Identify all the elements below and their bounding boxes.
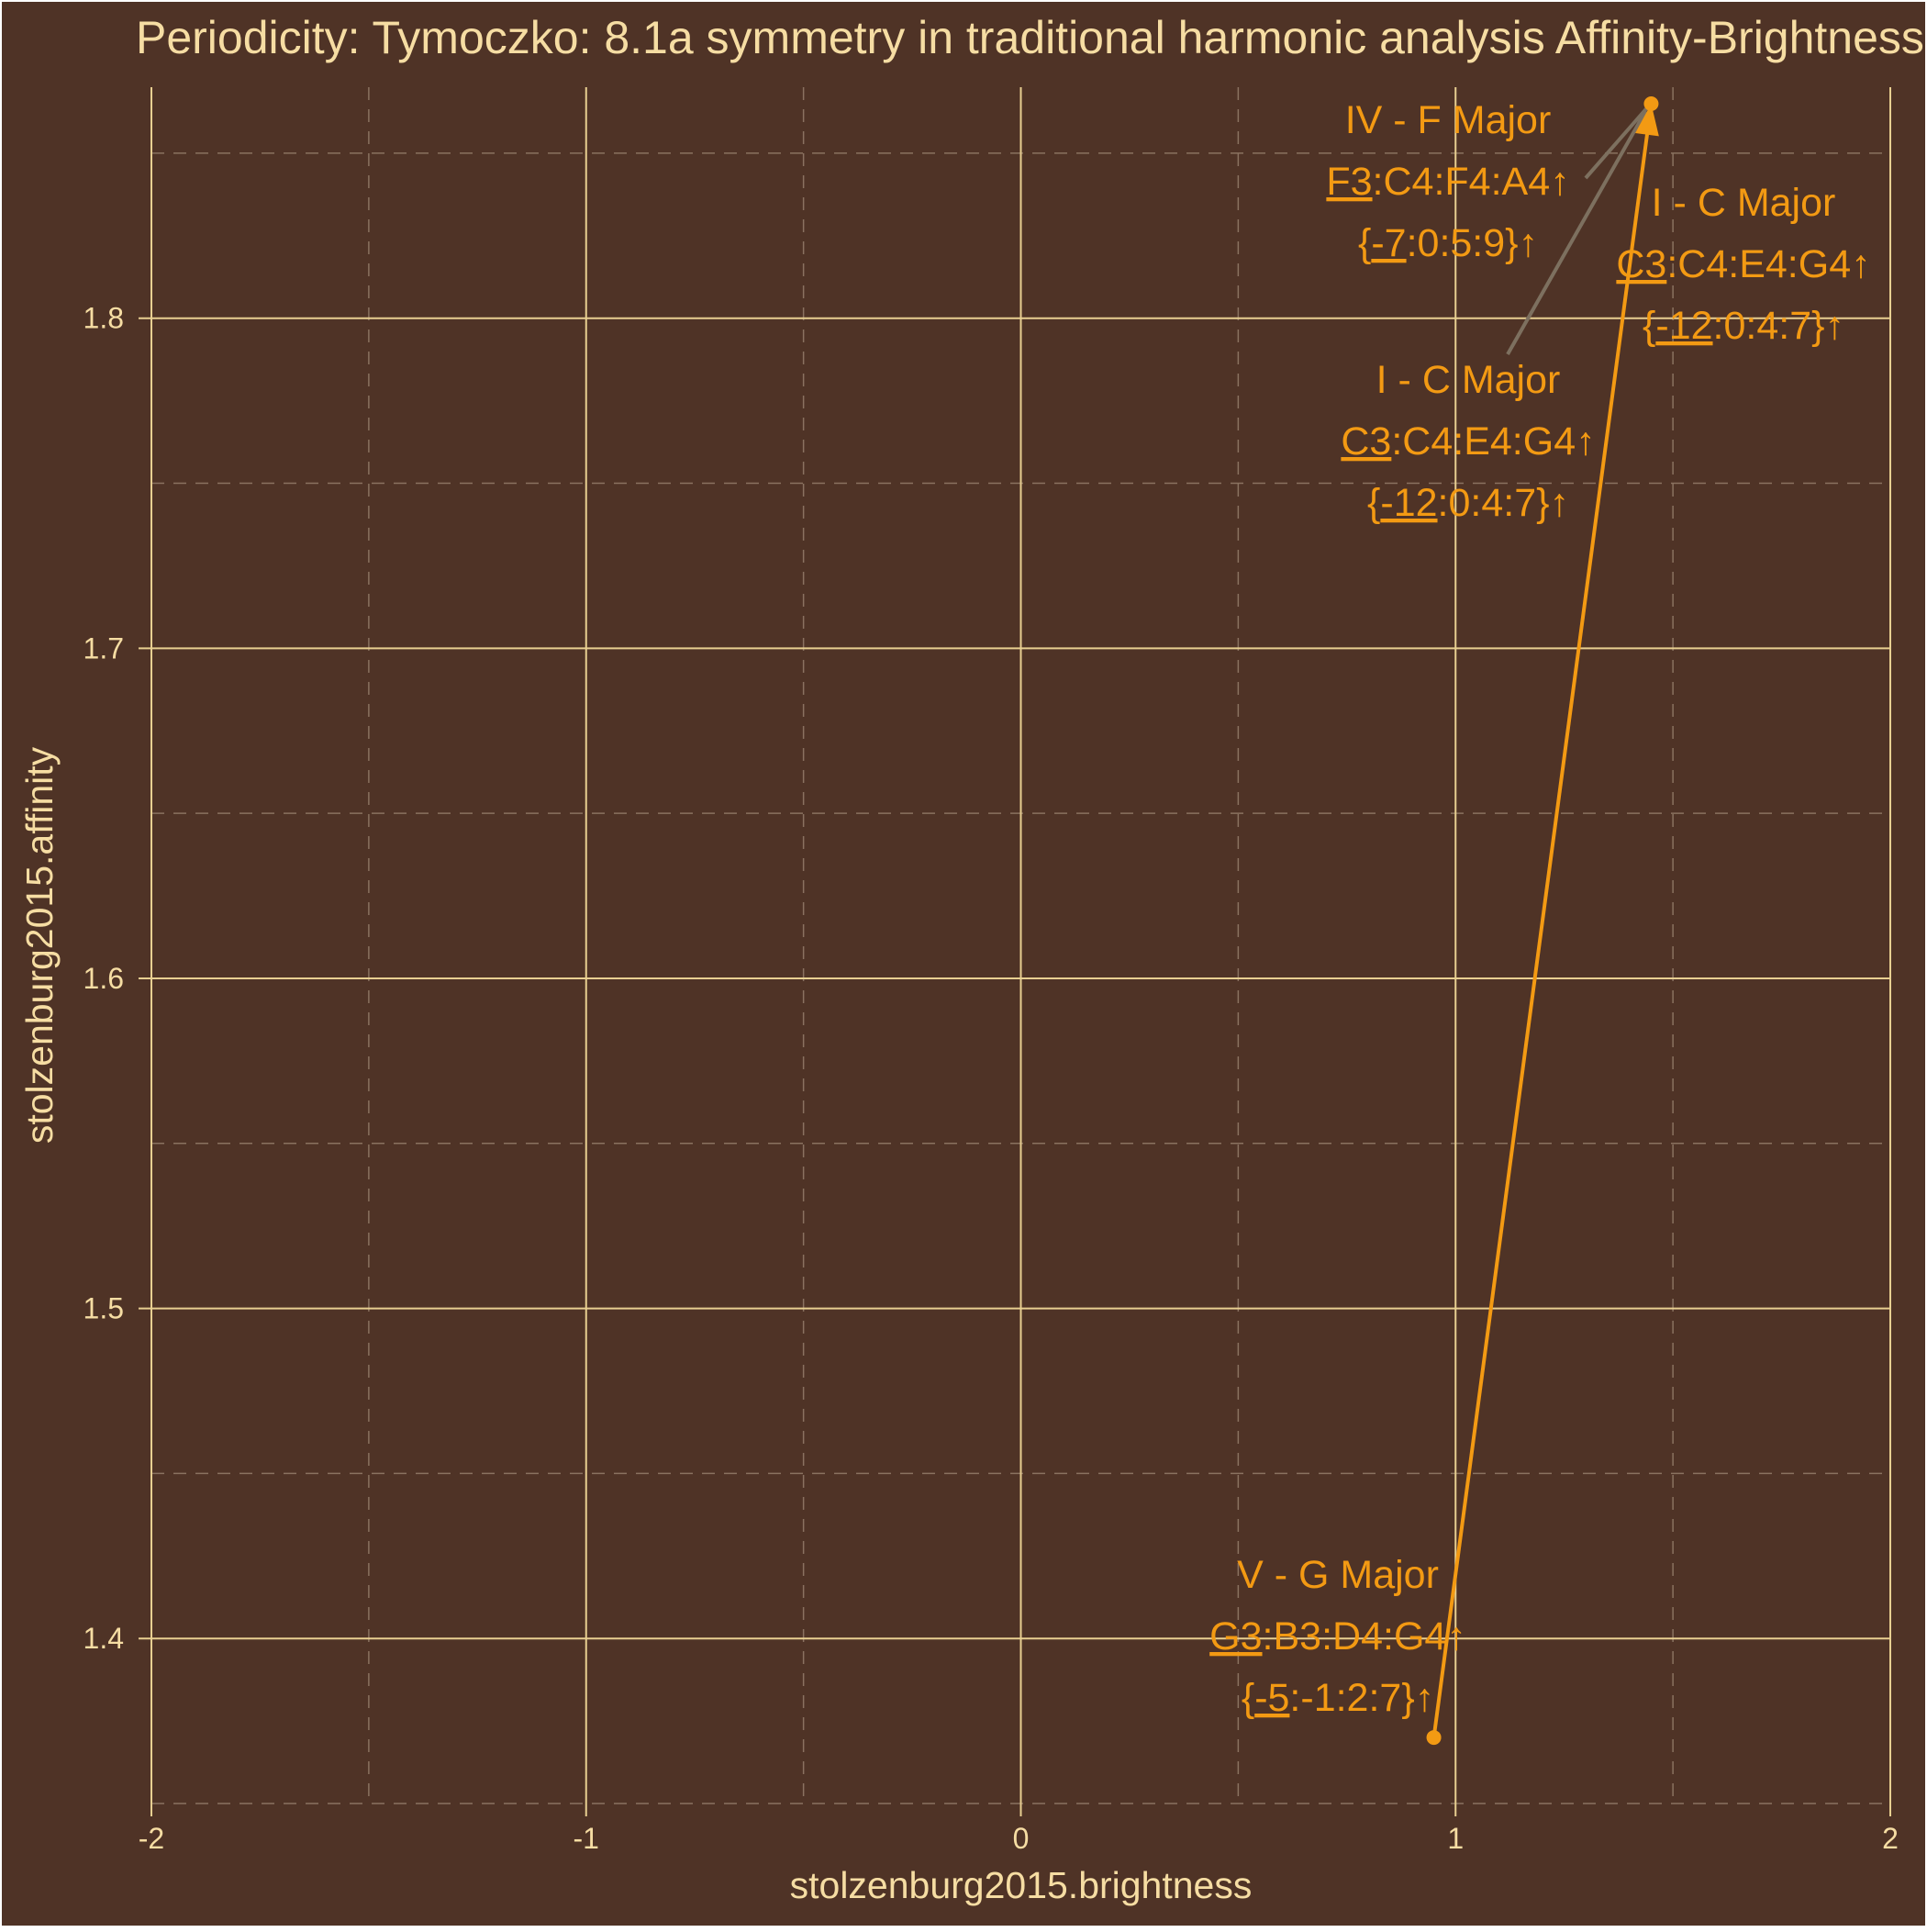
label-chord-rest: :C4:E4:G4↑ (1666, 242, 1870, 286)
x-axis-label: stolzenburg2015.brightness (790, 1864, 1253, 1906)
label-heading: I - C Major (1376, 358, 1561, 402)
label-intervals-rest: :0:4:7}↑ (1713, 304, 1844, 348)
label-intervals-bass: -12 (1655, 304, 1712, 348)
x-tick-label: 2 (1882, 1822, 1899, 1855)
label-intervals-open: { (1242, 1676, 1254, 1720)
label-chord: F3:C4:F4:A4↑ (1326, 160, 1569, 204)
label-chord-bass: C3 (1341, 419, 1391, 463)
label-intervals-bass: -5 (1254, 1676, 1289, 1720)
label-intervals-bass: -7 (1371, 221, 1406, 265)
y-tick-label: 1.8 (84, 302, 124, 335)
label-intervals-rest: :0:4:7}↑ (1438, 481, 1569, 525)
label-intervals-open: { (1367, 481, 1380, 525)
chart-title: Periodicity: Tymoczko: 8.1a symmetry in … (136, 12, 1924, 63)
leader-line (1506, 109, 1648, 355)
label-chord-rest: :C4:F4:A4↑ (1373, 160, 1570, 204)
axes: -2 -1 0 1 2 1.4 1.5 1.6 1.7 1.8 (84, 302, 1899, 1855)
label-chord: C3:C4:E4:G4↑ (1341, 419, 1595, 463)
label-chord: G3:B3:D4:G4↑ (1209, 1614, 1466, 1658)
label-chord: C3:C4:E4:G4↑ (1616, 242, 1870, 286)
label-chord-bass: C3 (1616, 242, 1666, 286)
label-intervals: {-7:0:5:9}↑ (1358, 221, 1538, 265)
label-intervals-bass: -12 (1380, 481, 1437, 525)
data-point (1643, 95, 1659, 111)
y-tick-label: 1.4 (84, 1622, 124, 1655)
label-heading: V - G Major (1237, 1553, 1439, 1597)
data-point (1426, 1730, 1442, 1746)
x-tick-label: 1 (1447, 1822, 1464, 1855)
label-intervals-rest: :-1:2:7}↑ (1289, 1676, 1434, 1720)
data-points (1426, 95, 1659, 1746)
leader-line (1584, 106, 1649, 180)
grid (139, 87, 1891, 1804)
label-intervals-open: { (1643, 304, 1655, 348)
x-tick-label: -1 (574, 1822, 599, 1855)
progression-path (1431, 103, 1659, 1738)
x-tick-label: 0 (1013, 1822, 1030, 1855)
arrow-head (1635, 103, 1659, 137)
label-heading: IV - F Major (1345, 98, 1552, 142)
label-chord-rest: :C4:E4:G4↑ (1391, 419, 1595, 463)
label-heading: I - C Major (1652, 181, 1836, 225)
leader-lines (1506, 106, 1649, 355)
label-chord-rest: :B3:D4:G4↑ (1263, 1614, 1466, 1658)
y-axis-label: stolzenburg2015.affinity (18, 746, 61, 1144)
y-tick-label: 1.6 (84, 962, 124, 995)
label-intervals-rest: :0:5:9}↑ (1407, 221, 1538, 265)
label-chord-bass: F3 (1326, 160, 1372, 204)
y-tick-label: 1.5 (84, 1292, 124, 1325)
label-chord-bass: G3 (1209, 1614, 1262, 1658)
label-intervals: {-12:0:4:7}↑ (1643, 304, 1844, 348)
label-intervals-open: { (1358, 221, 1371, 265)
label-intervals: {-12:0:4:7}↑ (1367, 481, 1569, 525)
label-intervals: {-5:-1:2:7}↑ (1242, 1676, 1434, 1720)
progression-segment (1431, 103, 1654, 1738)
x-tick-label: -2 (139, 1822, 164, 1855)
y-tick-label: 1.7 (84, 631, 124, 664)
